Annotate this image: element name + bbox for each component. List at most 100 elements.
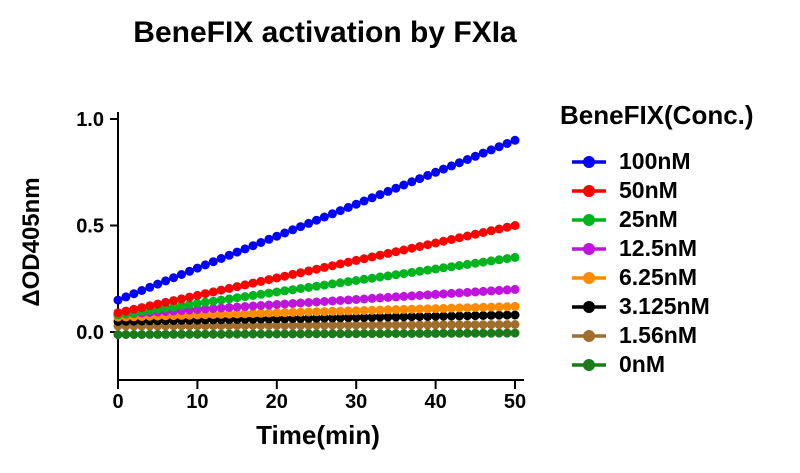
data-point-marker — [264, 300, 274, 310]
data-point-marker — [462, 320, 472, 330]
data-point-marker — [486, 226, 496, 236]
data-point-marker — [351, 329, 361, 339]
data-point-marker — [494, 255, 504, 265]
data-point-marker — [359, 294, 369, 304]
data-point-marker — [351, 295, 361, 304]
data-point-marker — [343, 329, 353, 339]
data-point-marker — [447, 328, 456, 338]
data-point-marker — [169, 329, 179, 339]
data-point-marker — [280, 308, 290, 318]
data-point-marker — [177, 301, 186, 311]
data-point-marker — [431, 264, 441, 274]
data-point-marker — [367, 193, 377, 203]
data-point-marker — [423, 304, 433, 314]
data-point-marker — [200, 260, 210, 270]
data-point-marker — [200, 289, 210, 299]
data-point-marker — [272, 300, 282, 309]
legend-item-label: 0nM — [619, 351, 665, 377]
data-point-marker — [224, 250, 234, 260]
data-point-marker — [296, 329, 306, 339]
data-point-marker — [399, 269, 409, 279]
data-point-marker — [312, 307, 321, 317]
data-point-marker — [367, 305, 377, 315]
y-tick-label: 0.0 — [76, 322, 104, 344]
data-point-marker — [383, 320, 393, 330]
data-point-marker — [399, 329, 409, 338]
data-point-marker — [478, 328, 488, 338]
data-point-marker — [232, 282, 242, 292]
data-point-marker — [447, 161, 456, 171]
data-point-marker — [216, 285, 226, 295]
data-point-marker — [375, 272, 385, 282]
data-point-marker — [327, 306, 337, 316]
data-point-marker — [161, 329, 171, 339]
data-point-marker — [129, 304, 139, 314]
legend: BeneFIX(Conc.) 100nM 50nM 25nM 12.5nM 6.25nM… — [558, 100, 754, 379]
x-tick-label: 20 — [266, 391, 288, 413]
data-point-marker — [391, 247, 401, 257]
data-point-marker — [462, 259, 472, 269]
data-point-marker — [478, 228, 488, 237]
data-point-marker — [319, 262, 329, 272]
data-point-marker — [272, 231, 282, 241]
data-point-marker — [327, 320, 337, 330]
data-point-marker — [240, 244, 250, 254]
data-point-marker — [423, 311, 433, 321]
data-point-marker — [327, 261, 337, 271]
data-point-marker — [208, 296, 218, 306]
data-point-marker — [407, 243, 417, 253]
data-point-marker — [343, 306, 353, 316]
data-point-marker — [359, 320, 369, 330]
data-point-marker — [502, 302, 512, 312]
chart-title: BeneFIX activation by FXIa — [133, 16, 517, 49]
data-point-marker — [256, 308, 266, 318]
data-point-marker — [288, 299, 298, 308]
data-point-marker — [462, 328, 472, 338]
data-point-marker — [399, 180, 409, 190]
data-point-marker — [312, 297, 321, 307]
legend-dot — [583, 329, 595, 342]
data-point-marker — [256, 301, 266, 310]
data-point-marker — [335, 329, 345, 339]
data-point-marker — [486, 320, 496, 330]
data-point-marker — [486, 302, 496, 312]
data-point-marker — [185, 300, 194, 310]
data-point-marker — [486, 310, 496, 320]
data-point-marker — [335, 313, 345, 323]
data-point-marker — [248, 329, 258, 339]
data-point-marker — [510, 221, 520, 230]
data-point-marker — [415, 328, 425, 338]
data-point-marker — [129, 289, 139, 299]
data-point-marker — [280, 329, 290, 339]
data-point-marker — [296, 307, 306, 317]
data-point-marker — [391, 320, 401, 330]
data-point-marker — [351, 306, 361, 316]
data-point-marker — [280, 271, 290, 281]
data-point-marker — [415, 290, 425, 300]
data-point-marker — [343, 257, 353, 267]
data-point-marker — [431, 304, 441, 314]
data-point-marker — [208, 257, 218, 267]
data-point-marker — [312, 313, 321, 323]
legend-item: 6.25nM — [558, 263, 754, 292]
legend-marker-icon — [572, 300, 606, 313]
data-point-marker — [296, 320, 306, 330]
legend-item: 25nM — [558, 205, 754, 234]
data-point-marker — [470, 229, 480, 239]
data-point-marker — [312, 320, 321, 330]
legend-dot — [583, 213, 595, 226]
data-point-marker — [240, 321, 250, 331]
legend-item-label: 1.56nM — [619, 322, 697, 348]
legend-item: 50nM — [558, 176, 754, 205]
data-point-marker — [327, 313, 337, 323]
data-point-marker — [192, 299, 202, 308]
data-point-marker — [510, 320, 520, 329]
data-point-marker — [232, 302, 242, 312]
data-point-marker — [224, 329, 234, 339]
x-tick-label: 10 — [186, 391, 208, 413]
data-point-marker — [415, 174, 425, 184]
data-point-marker — [494, 285, 504, 295]
data-point-marker — [470, 320, 480, 330]
data-point-marker — [256, 321, 266, 330]
data-point-marker — [113, 295, 123, 305]
